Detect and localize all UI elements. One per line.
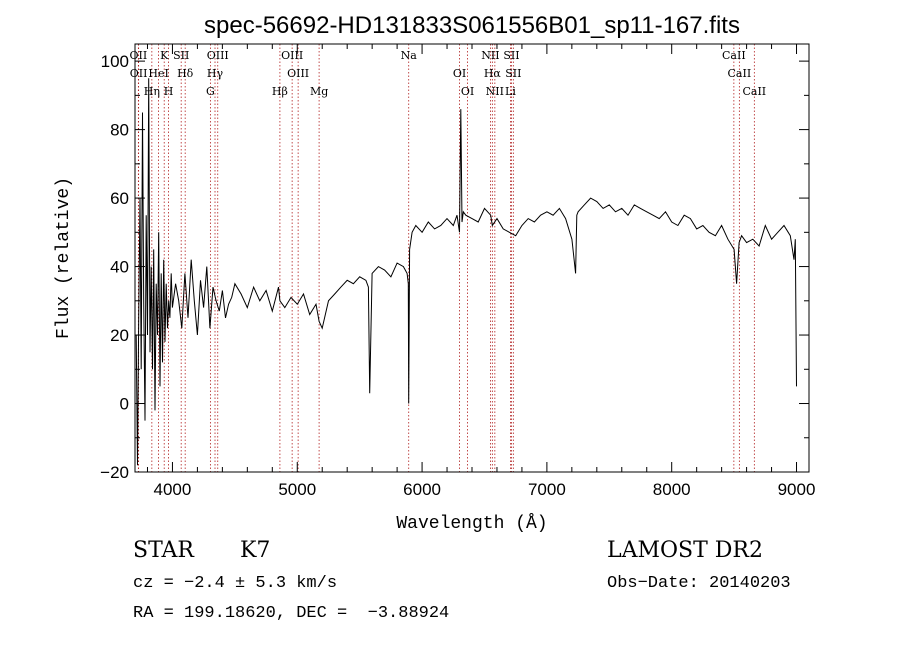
line-marker-label-1: OII <box>130 67 148 80</box>
y-tick-label-80: 80 <box>110 121 129 140</box>
line-marker-label-5: H <box>164 85 174 98</box>
x-tick-label-5000: 5000 <box>278 480 316 499</box>
object-class: STAR <box>133 538 194 563</box>
line-marker-label-7: Hδ <box>177 67 194 80</box>
redshift-line: cz = −2.4 ± 5.3 km/s <box>133 574 338 593</box>
plot-frame <box>134 43 810 473</box>
x-axis-label: Wavelength (Å) <box>396 513 547 534</box>
spectrum-line <box>135 78 797 466</box>
x-tick-label-9000: 9000 <box>778 480 816 499</box>
line-marker-label-22: SII <box>505 67 521 80</box>
line-marker-labels: OIIOIIHηKHeIHSIIHδGOIIIHγHβOIIIOIIIMgNaO… <box>130 49 767 98</box>
line-marker-label-23: Li <box>505 85 516 98</box>
coordinates-line: RA = 199.18620, DEC = −3.88924 <box>133 604 450 623</box>
line-marker-label-21: SII <box>503 49 519 62</box>
x-tick-label-8000: 8000 <box>653 480 691 499</box>
line-marker-label-0: OII <box>130 49 148 62</box>
y-tick-label-60: 60 <box>110 189 129 208</box>
line-marker-label-13: OIII <box>287 67 309 80</box>
line-marker-label-11: Hβ <box>272 85 288 98</box>
x-tick-label-6000: 6000 <box>403 480 441 499</box>
line-marker-label-15: Na <box>401 49 418 62</box>
line-marker-label-9: OIII <box>207 49 229 62</box>
line-marker-label-17: OI <box>461 85 474 98</box>
x-tick-label-4000: 4000 <box>154 480 192 499</box>
line-marker-label-10: Hγ <box>207 67 224 80</box>
subclass: K7 <box>240 538 271 563</box>
line-marker-label-24: CaII <box>722 49 746 62</box>
x-tick-label-7000: 7000 <box>528 480 566 499</box>
y-tick-label--20: −20 <box>100 463 129 482</box>
line-marker-label-2: Hη <box>144 85 160 98</box>
line-marker-label-19: Hα <box>484 67 502 80</box>
line-marker-label-26: CaII <box>742 85 766 98</box>
line-marker-label-18: NII <box>481 49 499 62</box>
obs-date-line: Obs−Date: 20140203 <box>607 574 791 593</box>
line-marker-label-3: K <box>160 49 169 62</box>
x-axis-ticks: 4000 5000 6000 7000 8000 9000 <box>146 44 816 499</box>
y-tick-label-20: 20 <box>110 326 129 345</box>
line-marker-label-14: Mg <box>310 85 328 98</box>
survey-name: LAMOST DR2 <box>607 538 763 563</box>
y-tick-label-40: 40 <box>110 258 129 277</box>
line-marker-label-8: G <box>206 85 215 98</box>
spectrum-chart: spec-56692-HD131833S061556B01_sp11-167.f… <box>54 12 816 534</box>
line-markers <box>137 44 755 472</box>
chart-title: spec-56692-HD131833S061556B01_sp11-167.f… <box>204 12 740 39</box>
line-marker-label-4: HeI <box>148 67 168 80</box>
line-marker-label-6: SII <box>173 49 189 62</box>
y-tick-label-0: 0 <box>120 395 129 414</box>
y-axis-ticks: −20 0 20 40 60 80 100 <box>100 52 809 482</box>
line-marker-label-16: OI <box>453 67 466 80</box>
y-tick-label-100: 100 <box>101 52 129 71</box>
y-axis-label: Flux (relative) <box>54 177 74 339</box>
line-marker-label-20: NII <box>486 85 504 98</box>
line-marker-label-25: CaII <box>728 67 752 80</box>
line-marker-label-12: OIII <box>281 49 303 62</box>
